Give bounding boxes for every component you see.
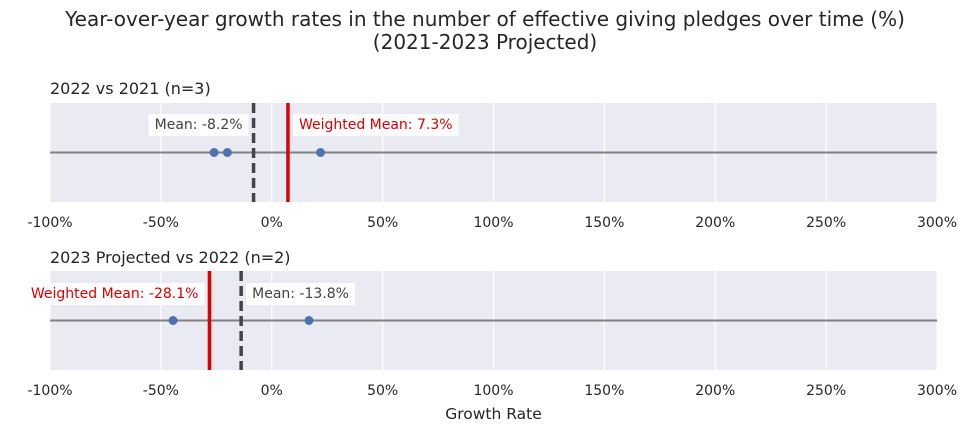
weighted-mean-label: Weighted Mean: -28.1% [31,286,199,302]
x-tick-label: 150% [584,383,624,399]
chart-title-line-2: (2021-2023 Projected) [373,30,597,54]
x-tick-label: 250% [806,383,846,399]
x-tick-label: 100% [473,383,513,399]
x-tick-label: -100% [27,383,72,399]
mean-label-box [148,114,249,136]
mean-label: Mean: -13.8% [252,286,349,302]
x-tick-label: -50% [143,215,179,231]
x-tick-label: 250% [806,215,846,231]
x-tick-label: 150% [584,215,624,231]
subplot-title: 2022 vs 2021 (n=3) [50,79,211,98]
weighted-mean-label-box [292,114,459,136]
weighted-mean-label-box [24,283,205,305]
x-tick-label: 300% [917,215,957,231]
data-point [316,148,326,157]
data-point [304,316,314,325]
x-tick-label: 200% [695,215,735,231]
x-tick-label: 0% [261,383,283,399]
weighted-mean-label: Weighted Mean: 7.3% [299,117,453,133]
mean-label-box [246,283,355,305]
mean-label: Mean: -8.2% [155,117,243,133]
data-point [209,148,219,157]
x-tick-label: 0% [261,215,283,231]
x-tick-label: 200% [695,383,735,399]
subplot-2023-vs-2022: -100% -50% 0% 50% 100% 150% 200% 250% 300% 2023 P… [24,248,957,423]
subplot-2022-vs-2021: -100% -50% 0% 50% 100% 150% 200% 250% 300% 2022 v… [27,79,957,231]
subplot-title: 2023 Projected vs 2022 (n=2) [50,248,291,267]
x-tick-label: -50% [143,383,179,399]
x-tick-label: 100% [473,215,513,231]
x-tick-label: 50% [367,215,398,231]
chart-title-line-1: Year-over-year growth rates in the numbe… [64,7,905,31]
data-point [222,148,232,157]
x-tick-label: 300% [917,383,957,399]
data-point [168,316,178,325]
x-axis-label: Growth Rate [445,405,542,423]
x-tick-label: 50% [367,383,398,399]
x-tick-label: -100% [27,215,72,231]
